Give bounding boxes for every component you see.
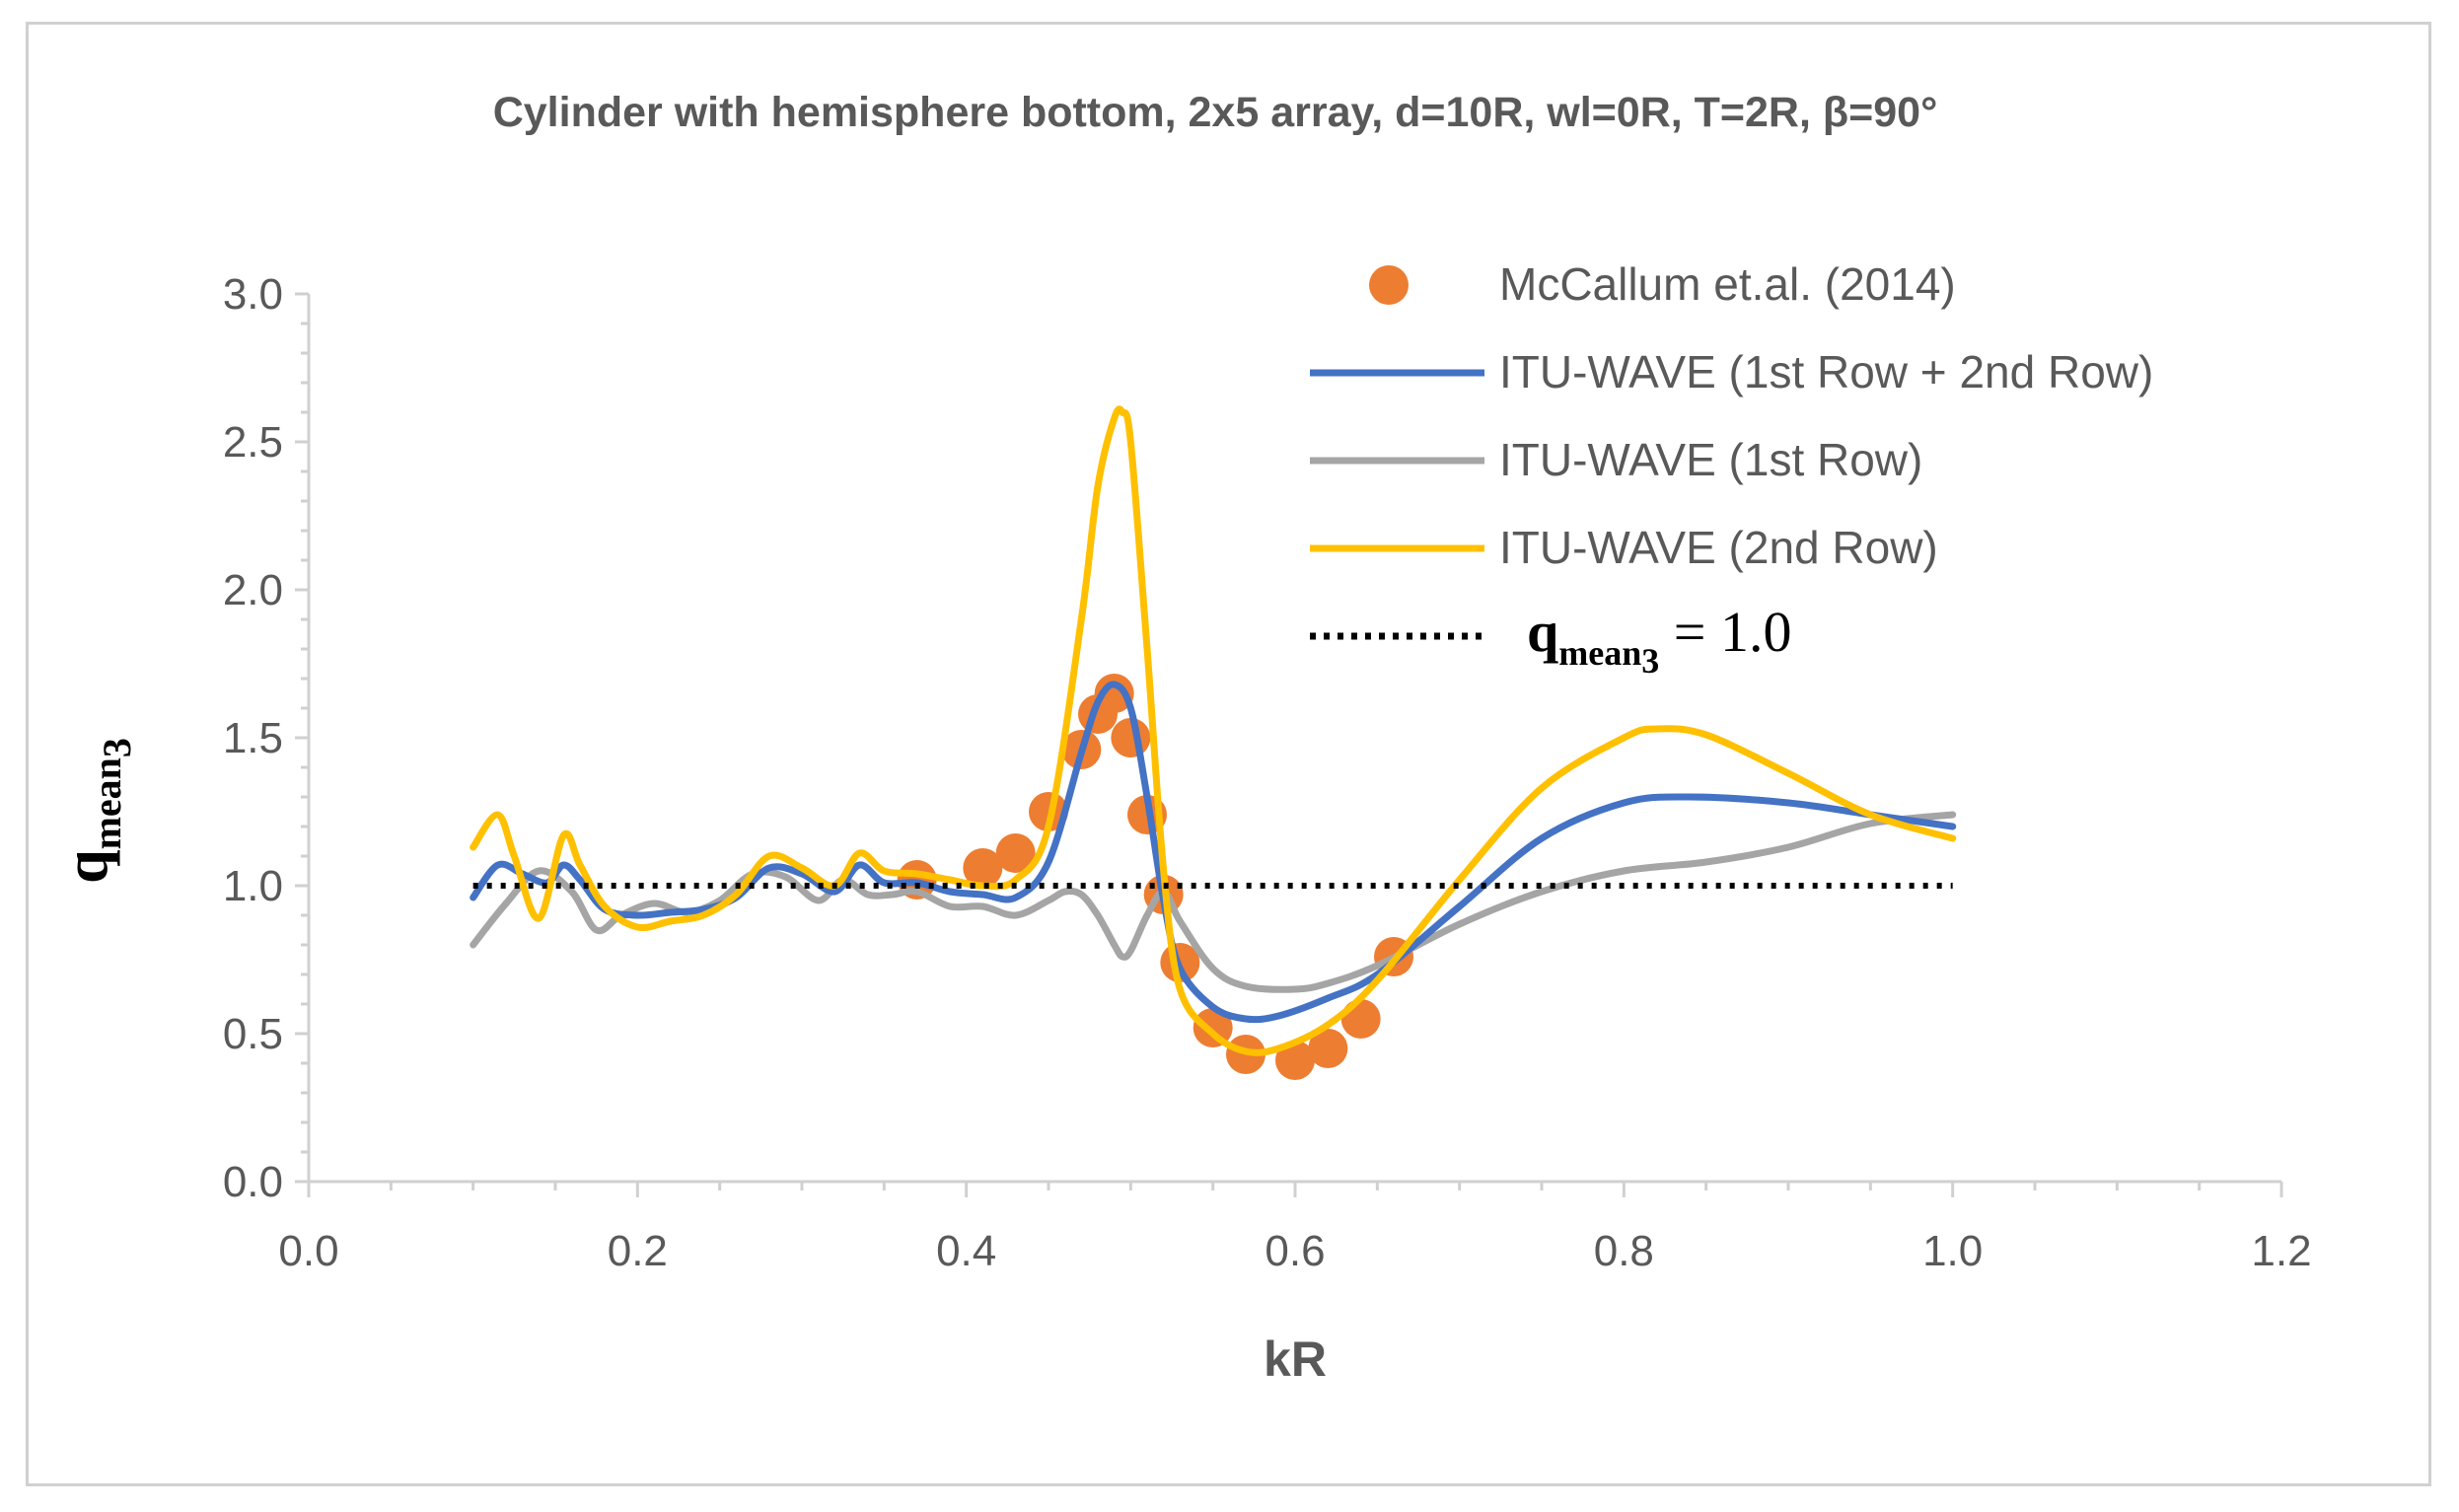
mccallum-point <box>963 848 1003 888</box>
mccallum-point <box>1275 1041 1315 1080</box>
y-tick-label: 0.0 <box>223 1158 283 1206</box>
legend-label-mccallum: McCallum et.al. (2014) <box>1499 258 1956 310</box>
plot-area <box>470 405 1957 1080</box>
x-tick-label: 0.8 <box>1594 1227 1654 1275</box>
legend-label-reference: qmean3 = 1.0 <box>1527 600 1791 681</box>
series-mccallum <box>897 674 1413 1080</box>
mccallum-point <box>1308 1029 1348 1068</box>
mccallum-point <box>1340 999 1381 1039</box>
y-axis-ticks: 0.0 0.5 1.0 1.5 2.0 2.5 3.0 <box>223 270 309 1206</box>
x-axis-label: kR <box>1264 1332 1327 1387</box>
y-axis-label-subsub: 3 <box>95 738 139 757</box>
series-first-row-line <box>470 811 1957 993</box>
series-second-row-line <box>470 405 1957 1056</box>
y-tick-label: 0.5 <box>223 1010 283 1058</box>
legend: McCallum et.al. (2014) ITU-WAVE (1st Row… <box>1310 258 2153 681</box>
legend-label-combined: ITU-WAVE (1st Row + 2nd Row) <box>1499 346 2153 397</box>
y-tick-label: 1.5 <box>223 714 283 762</box>
legend-label-second-row: ITU-WAVE (2nd Row) <box>1499 522 1938 573</box>
mccallum-point <box>1094 674 1134 713</box>
svg-text:qmean3: qmean3 <box>53 738 139 884</box>
y-tick-label: 2.5 <box>223 418 283 467</box>
legend-marker-mccallum <box>1369 265 1409 305</box>
axes: 0.0 0.5 1.0 1.5 2.0 2.5 3.0 0.0 0.2 0.4 0.6 0.8 1.0… <box>223 270 2312 1275</box>
chart-title: Cylinder with hemisphere bottom, 2x5 arr… <box>493 89 1938 136</box>
y-axis-label: qmean3 <box>53 738 139 884</box>
x-tick-label: 1.0 <box>1922 1227 1983 1275</box>
y-axis-label-base: q <box>53 849 120 883</box>
x-tick-label: 0.0 <box>278 1227 338 1275</box>
y-axis-label-sub: mean <box>85 757 129 849</box>
y-tick-label: 3.0 <box>223 270 283 319</box>
x-axis-ticks: 0.0 0.2 0.4 0.6 0.8 1.0 1.2 <box>278 1182 2312 1275</box>
x-tick-label: 0.2 <box>608 1227 668 1275</box>
chart-frame <box>26 22 2431 1486</box>
x-tick-label: 1.2 <box>2251 1227 2311 1275</box>
y-tick-label: 2.0 <box>223 566 283 614</box>
mccallum-point <box>1111 718 1151 757</box>
series-combined-line <box>470 681 1957 1024</box>
legend-label-first-row: ITU-WAVE (1st Row) <box>1499 434 1922 485</box>
x-tick-label: 0.6 <box>1265 1227 1325 1275</box>
y-tick-label: 1.0 <box>223 862 283 910</box>
x-tick-label: 0.4 <box>936 1227 996 1275</box>
mccallum-point <box>995 833 1036 873</box>
